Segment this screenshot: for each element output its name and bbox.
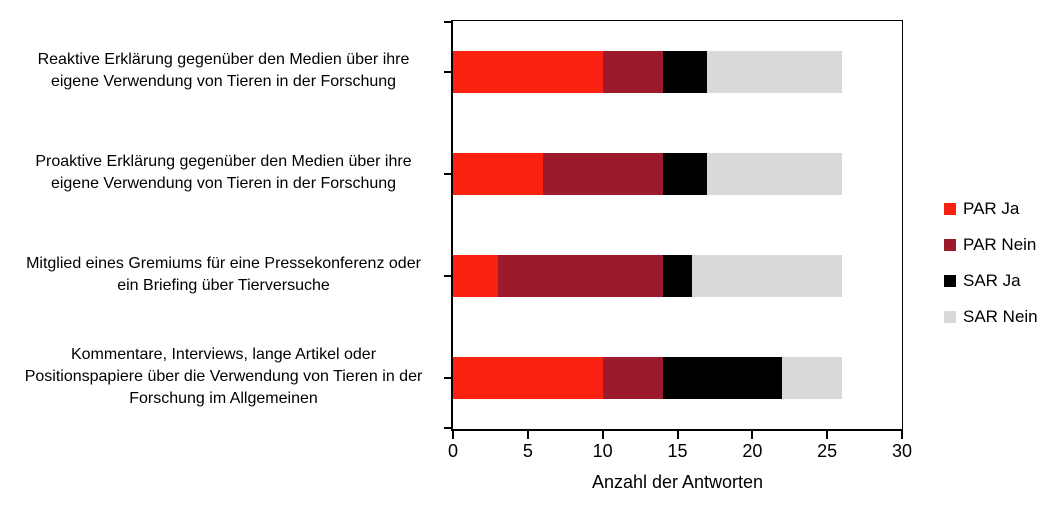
x-axis-tick	[901, 431, 903, 439]
bar-row	[453, 51, 843, 93]
legend-item: PAR Ja	[944, 198, 1038, 220]
bar-segment-par-ja	[453, 153, 543, 195]
x-axis-tick-label: 5	[522, 441, 533, 461]
category-label: Kommentare, Interviews, lange Artikel od…	[24, 346, 423, 407]
x-axis-title: Anzahl der Antworten	[591, 472, 764, 492]
legend: PAR Ja PAR Nein SAR Ja SAR Nein	[944, 198, 1038, 328]
legend-item: SAR Nein	[944, 306, 1038, 328]
x-axis-tick-label: 0	[447, 441, 459, 461]
y-axis-tick	[444, 275, 451, 277]
x-axis-tick	[526, 431, 529, 439]
bar-segment-par-nein	[542, 153, 663, 195]
category-label: Reaktive Erklärung gegenüber den Medien …	[37, 51, 410, 90]
bar-segment-sar-nein	[692, 255, 843, 297]
x-axis-tick-label: 10	[592, 441, 613, 461]
bar-segment-sar-nein	[707, 153, 843, 195]
x-axis-tick	[826, 431, 829, 439]
bar-segment-par-nein	[602, 51, 663, 93]
bar-row	[453, 255, 843, 297]
bar-segment-par-nein	[497, 255, 663, 297]
y-axis-tick	[444, 71, 451, 73]
bar-segment-par-ja	[453, 357, 603, 399]
legend-swatch-par-nein	[944, 239, 956, 251]
legend-swatch-sar-ja	[944, 275, 956, 287]
legend-swatch-sar-nein	[944, 311, 956, 323]
legend-item: PAR Nein	[944, 234, 1038, 256]
category-label: Proaktive Erklärung gegenüber den Medien…	[35, 153, 412, 192]
category-label: Mitglied eines Gremiums für eine Pressek…	[26, 255, 421, 294]
y-axis-tick	[444, 173, 451, 175]
bar-segment-sar-ja	[662, 153, 708, 195]
x-axis-tick	[751, 431, 754, 439]
x-axis-tick	[452, 431, 454, 439]
legend-label: SAR Nein	[963, 307, 1038, 326]
bar-row	[453, 153, 843, 195]
x-axis-tick-label: 20	[742, 441, 763, 461]
legend-item: SAR Ja	[944, 270, 1038, 292]
y-axis-tick	[444, 377, 451, 379]
plot-area: 0 5 10 15 20 25 30	[444, 20, 912, 461]
x-axis-tick	[676, 431, 679, 439]
bar-segment-par-ja	[453, 255, 498, 297]
bar-segment-sar-ja	[662, 51, 708, 93]
legend-label: SAR Ja	[963, 271, 1021, 290]
y-axis-tick	[444, 427, 451, 429]
x-axis-tick-label: 25	[817, 441, 838, 461]
x-axis-tick-label: 30	[891, 441, 913, 461]
legend-label: PAR Ja	[963, 199, 1020, 218]
bar-segment-sar-nein	[782, 357, 843, 399]
bar-segment-sar-ja	[662, 357, 783, 399]
x-axis-tick	[601, 431, 604, 439]
bar-row	[453, 357, 843, 399]
bar-segment-sar-nein	[707, 51, 843, 93]
bar-segment-par-nein	[602, 357, 663, 399]
bar-segment-par-ja	[453, 51, 603, 93]
x-axis-tick-label: 15	[667, 441, 688, 461]
bar-segment-sar-ja	[662, 255, 693, 297]
legend-label: PAR Nein	[963, 235, 1037, 254]
y-axis-tick	[444, 21, 451, 23]
legend-swatch-par-ja	[944, 203, 956, 215]
